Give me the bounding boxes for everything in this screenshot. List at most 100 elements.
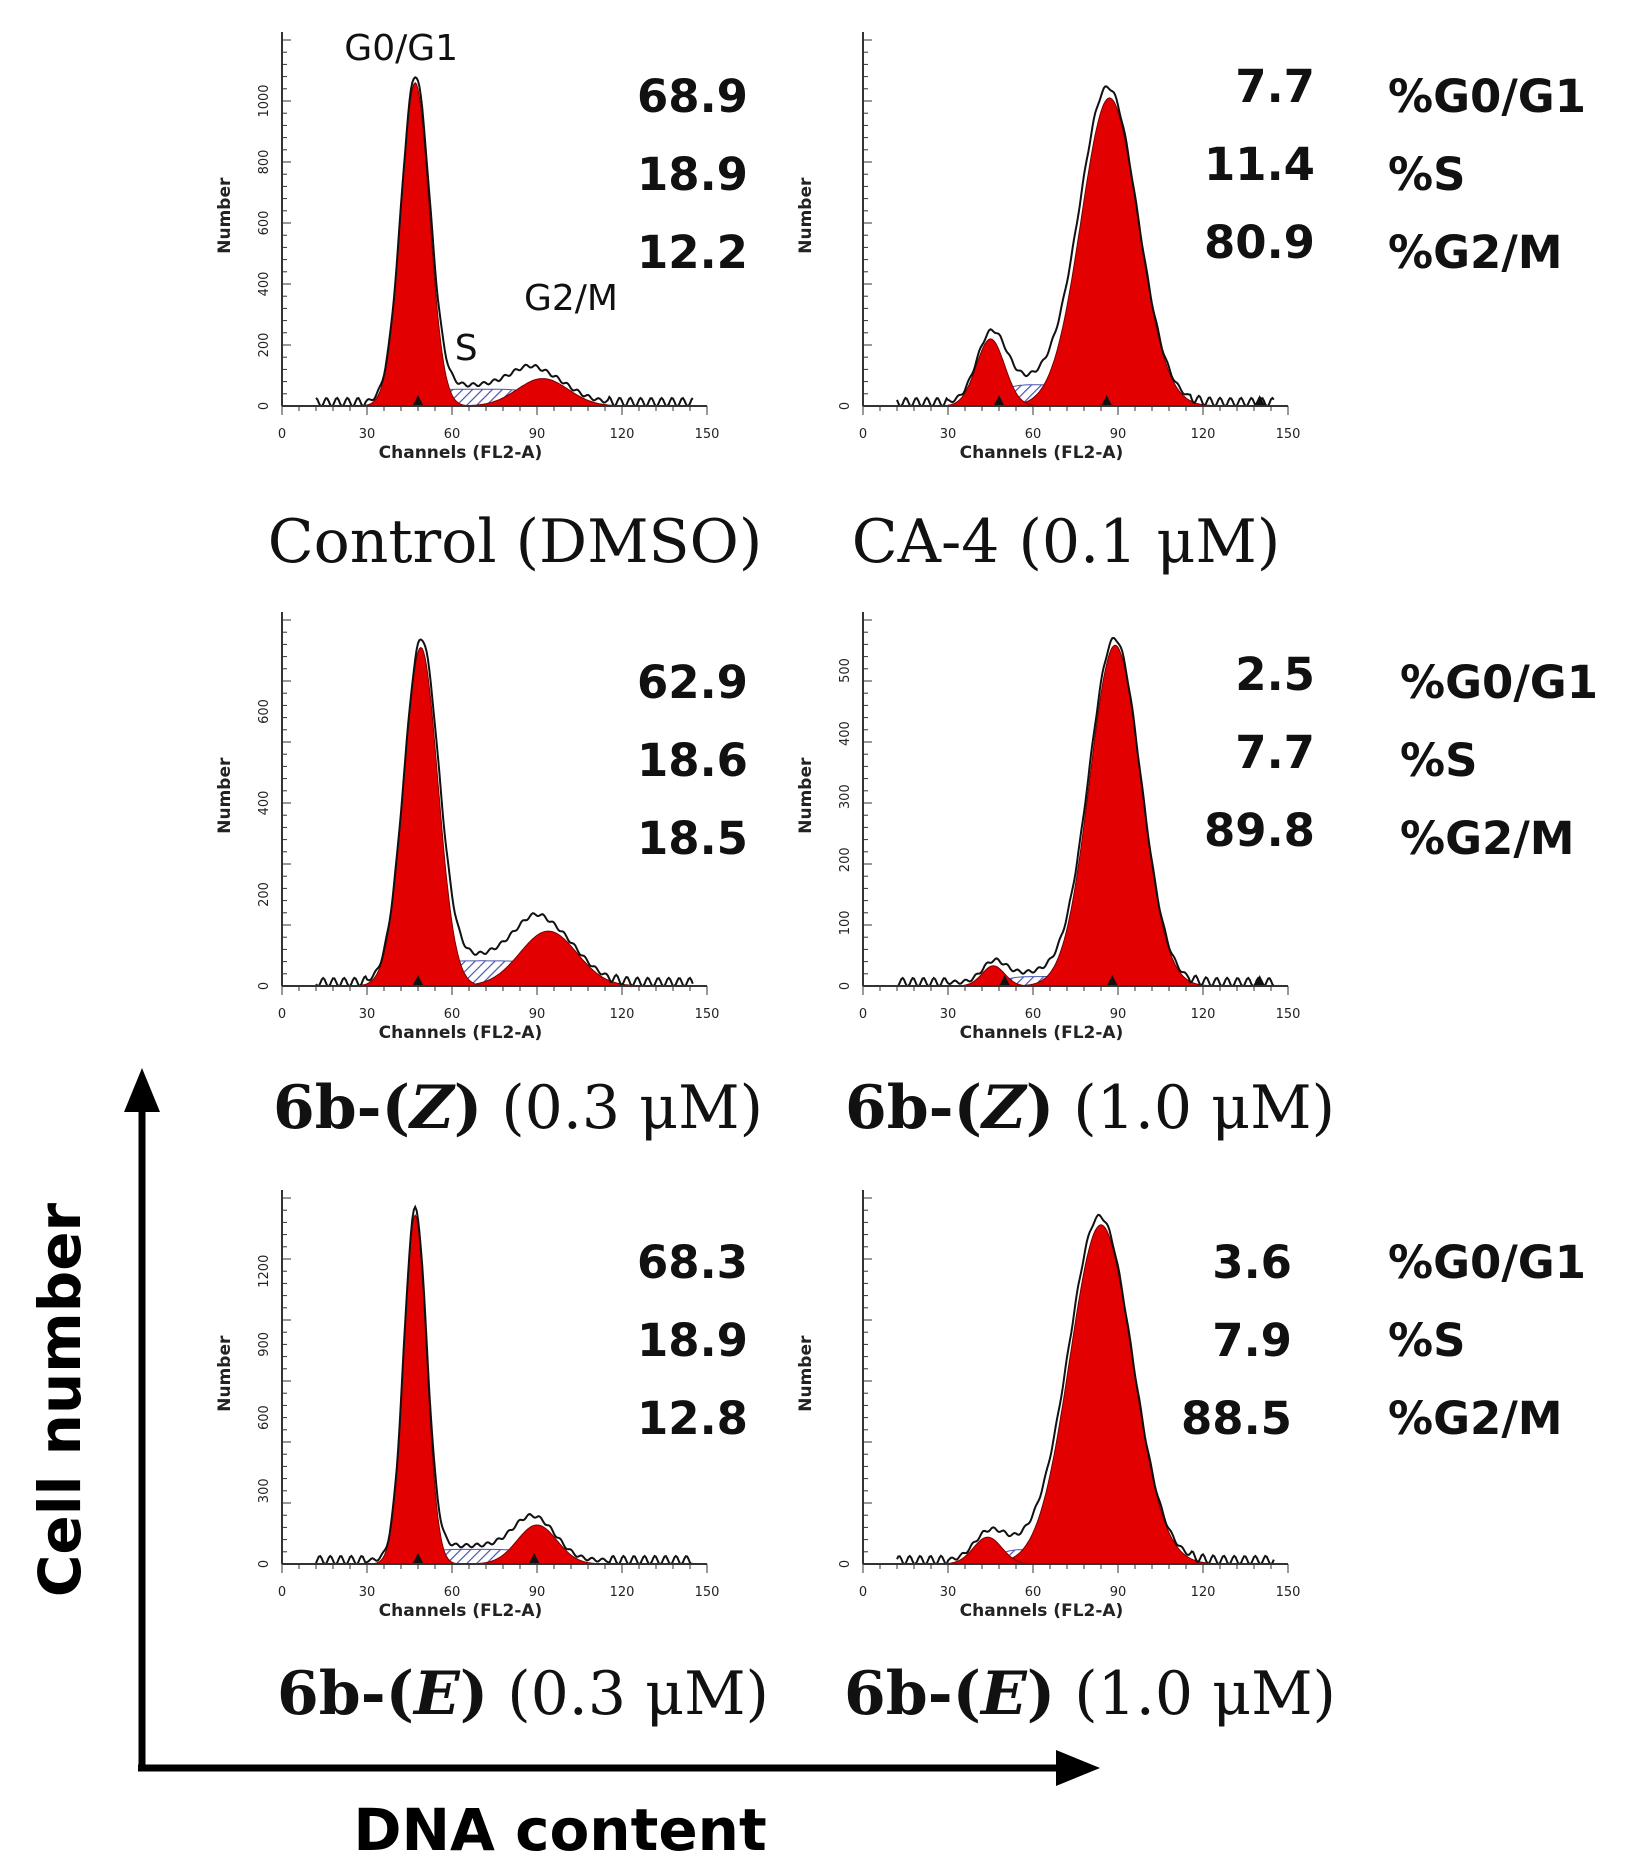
x-tick-label: 60	[1025, 1585, 1042, 1600]
x-tick-label: 30	[940, 1585, 957, 1600]
percentage-value: 68.9	[637, 70, 748, 123]
compound-name: 6b-(	[273, 1073, 410, 1143]
histogram-panel: 0 30 60 90 120 150 0 Channels (FL2-A) Number 7.7 1…	[796, 32, 1315, 577]
y-tick-label: 800	[257, 150, 272, 175]
y-tick-label: 400	[257, 791, 272, 816]
gate-marker	[1107, 975, 1118, 985]
x-axis-label: Channels (FL2-A)	[379, 1023, 543, 1043]
gate-marker	[994, 395, 1004, 405]
x-tick-label: 90	[529, 427, 546, 442]
gate-marker	[1254, 395, 1265, 405]
isomer-label: E	[412, 1659, 461, 1729]
x-tick-label: 60	[444, 1007, 461, 1022]
x-tick-label: 0	[278, 1585, 286, 1600]
condition-label: 6b-(E) (0.3 μM)	[277, 1659, 769, 1729]
concentration-label: (1.0 μM)	[1055, 1659, 1336, 1729]
percentage-value: 18.5	[637, 812, 748, 865]
histogram-panel: 0 30 60 90 120 150 0 200 400 600 Channels (FL2-A) N…	[215, 612, 763, 1143]
concentration-label: (1.0 μM)	[1054, 1073, 1335, 1143]
x-tick-label: 90	[1110, 427, 1127, 442]
histogram-envelope	[896, 85, 1275, 408]
y-axis-label: Number	[796, 177, 816, 254]
y-tick-label: 1000	[257, 84, 272, 117]
y-tick-label: 600	[257, 699, 272, 724]
x-tick-label: 150	[695, 1585, 720, 1600]
row-label-g0g1: %G0/G1	[1388, 1236, 1586, 1289]
x-tick-label: 150	[695, 1007, 720, 1022]
y-axis-label: Number	[796, 1335, 816, 1412]
y-tick-label: 600	[257, 211, 272, 236]
percentage-value: 89.8	[1204, 804, 1315, 857]
s-annotation: S	[455, 328, 478, 369]
y-tick-label: 0	[838, 402, 853, 410]
compound-name: 6b-(	[845, 1073, 982, 1143]
percentage-value: 62.9	[637, 656, 748, 709]
x-tick-label: 120	[610, 427, 635, 442]
x-tick-label: 30	[940, 1007, 957, 1022]
compound-name: 6b-(	[277, 1659, 414, 1729]
gate-marker	[1101, 395, 1112, 405]
histogram-panel: 0 30 60 90 120 150 0 100 200 300 400 500 Channels (F…	[796, 612, 1335, 1143]
percentage-value: 11.4	[1204, 138, 1315, 191]
x-axis-label: Channels (FL2-A)	[379, 1601, 543, 1621]
concentration-label: Control (DMSO)	[268, 507, 763, 577]
percentage-value: 80.9	[1204, 216, 1315, 269]
compound-name-close: )	[460, 1659, 488, 1729]
condition-label: 6b-(Z) (0.3 μM)	[273, 1073, 763, 1143]
g2m-annotation: G2/M	[524, 278, 618, 319]
x-tick-label: 150	[695, 427, 720, 442]
row-label-s: %S	[1400, 734, 1478, 787]
row-label-g2m: %G2/M	[1388, 1392, 1563, 1445]
x-tick-label: 120	[1191, 1585, 1216, 1600]
x-tick-label: 90	[529, 1007, 546, 1022]
y-tick-label: 400	[257, 272, 272, 297]
compound-name-close: )	[1026, 1073, 1054, 1143]
concentration-label: (0.3 μM)	[482, 1073, 763, 1143]
y-axis-label: Number	[796, 757, 816, 834]
percentage-value: 2.5	[1235, 648, 1315, 701]
x-axis-label: Channels (FL2-A)	[960, 1023, 1124, 1043]
y-tick-label: 0	[838, 982, 853, 990]
isomer-label: Z	[408, 1073, 456, 1143]
g0g1-annotation: G0/G1	[344, 28, 458, 69]
compound-name-close: )	[454, 1073, 482, 1143]
isomer-label: E	[979, 1659, 1028, 1729]
percentage-value: 18.9	[637, 1314, 748, 1367]
x-tick-label: 60	[1025, 1007, 1042, 1022]
x-tick-label: 90	[1110, 1007, 1127, 1022]
y-tick-label: 0	[257, 402, 272, 410]
x-axis-label: Channels (FL2-A)	[960, 443, 1124, 463]
x-tick-label: 60	[1025, 427, 1042, 442]
histogram-panel: 0 30 60 90 120 150 0 200 400 600 800 1000 Channels (…	[215, 28, 762, 577]
row-label-g0g1: %G0/G1	[1400, 656, 1598, 709]
y-axis-label: Number	[215, 177, 235, 254]
y-tick-label: 100	[838, 910, 853, 935]
x-tick-label: 0	[278, 427, 286, 442]
x-axis-title: DNA content	[353, 1796, 766, 1859]
y-axis-label: Number	[215, 757, 235, 834]
y-axis-title: Cell number	[26, 1202, 94, 1597]
condition-label: Control (DMSO)	[268, 507, 763, 577]
percentage-value: 12.2	[637, 226, 748, 279]
x-tick-label: 30	[359, 1007, 376, 1022]
gate-marker	[999, 975, 1010, 985]
percentage-value: 3.6	[1212, 1236, 1292, 1289]
percentage-value: 7.7	[1235, 726, 1315, 779]
y-tick-label: 300	[838, 784, 853, 809]
histogram-envelope	[315, 76, 694, 408]
x-tick-label: 150	[1276, 1007, 1301, 1022]
row-label-s: %S	[1388, 148, 1466, 201]
percentage-value: 7.7	[1235, 60, 1315, 113]
x-tick-label: 120	[610, 1007, 635, 1022]
x-tick-label: 60	[444, 427, 461, 442]
y-tick-label: 500	[838, 658, 853, 683]
condition-label: 6b-(Z) (1.0 μM)	[845, 1073, 1335, 1143]
x-tick-label: 0	[859, 427, 867, 442]
gate-marker	[529, 1553, 540, 1563]
condition-label: 6b-(E) (1.0 μM)	[844, 1659, 1336, 1729]
row-label-g0g1: %G0/G1	[1388, 70, 1586, 123]
x-tick-label: 30	[940, 427, 957, 442]
x-tick-label: 90	[529, 1585, 546, 1600]
y-tick-label: 0	[838, 1560, 853, 1568]
